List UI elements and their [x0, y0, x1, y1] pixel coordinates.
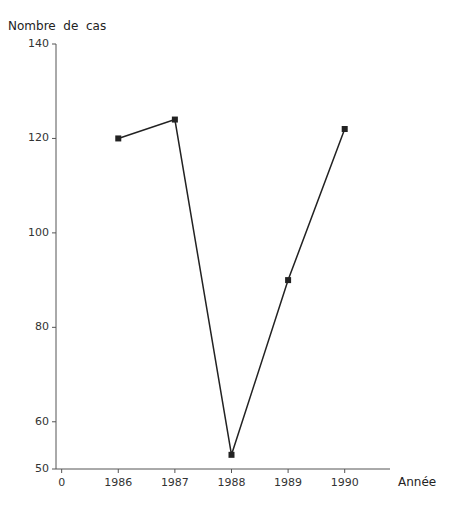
y-tick-label: 50 [35, 462, 49, 475]
y-axis-line [56, 44, 57, 469]
x-tick [288, 469, 289, 473]
data-layer [115, 117, 347, 458]
marker [342, 126, 348, 132]
line [118, 120, 344, 455]
y-tick-label: 100 [28, 226, 49, 239]
y-tick-label: 80 [35, 320, 49, 333]
x-tick [118, 469, 119, 473]
marker [172, 117, 178, 123]
y-tick [52, 138, 56, 139]
x-tick [231, 469, 232, 473]
x-axis-label: Année [398, 475, 436, 489]
y-tick [52, 421, 56, 422]
y-tick-label: 120 [28, 131, 49, 144]
x-axis-line [56, 469, 390, 470]
x-tick-label: 1989 [274, 476, 302, 489]
x-tick [344, 469, 345, 473]
x-tick [61, 469, 62, 473]
x-tick-label: 1986 [104, 476, 132, 489]
x-tick-label: 0 [58, 476, 65, 489]
chart-container: 50 60 80 100 120 140 0 1986 1987 1988 1989 1990 Nomb… [0, 0, 454, 513]
y-tick [52, 44, 56, 45]
x-tick [174, 469, 175, 473]
x-tick-label: 1990 [331, 476, 359, 489]
x-tick-label: 1988 [217, 476, 245, 489]
y-axis-label: Nombre de cas [8, 19, 106, 33]
y-tick [52, 327, 56, 328]
marker [115, 135, 121, 141]
y-tick [52, 232, 56, 233]
marker [228, 452, 234, 458]
y-tick-label: 140 [28, 37, 49, 50]
axes: 50 60 80 100 120 140 0 1986 1987 1988 1989 1990 [28, 37, 390, 489]
y-tick [52, 469, 56, 470]
marker [285, 277, 291, 283]
x-tick-label: 1987 [161, 476, 189, 489]
background [0, 0, 454, 513]
y-tick-label: 60 [35, 415, 49, 428]
chart: 50 60 80 100 120 140 0 1986 1987 1988 1989 1990 Nomb… [0, 0, 454, 513]
